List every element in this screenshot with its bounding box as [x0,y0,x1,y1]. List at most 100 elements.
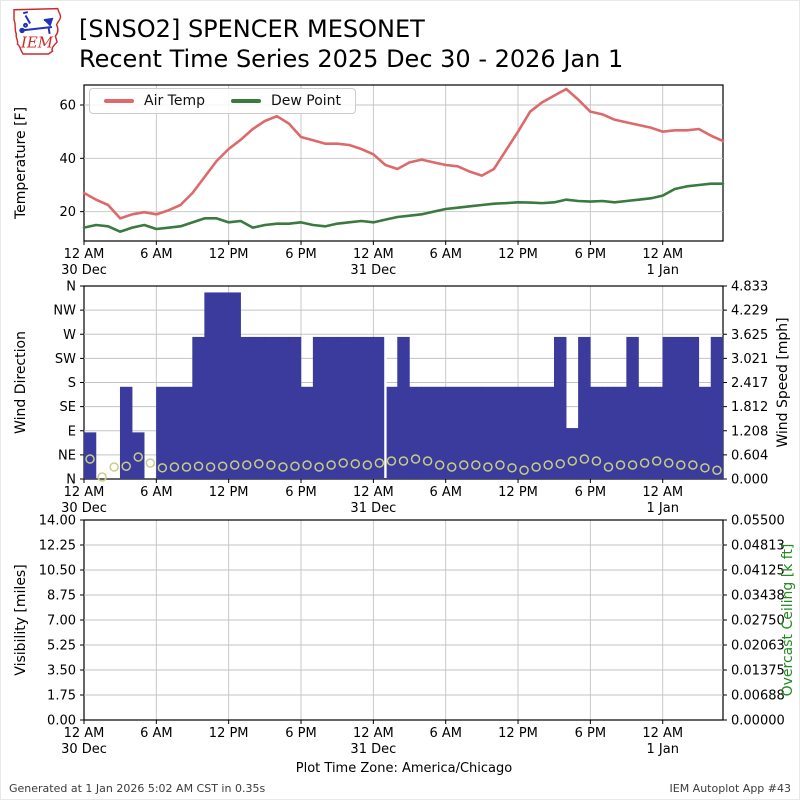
wind-speed-marker [193,461,204,471]
wind-direction-bar [264,336,278,479]
x-tick-label: 12 PM [209,247,249,262]
y-tick-label: 40 [59,152,76,167]
wind-direction-bar [240,336,253,479]
ceiling-tick-label: 0.02750 [731,614,785,629]
x-tick-label: 12 PM [498,247,538,262]
wind-speed-tick-label: 4.229 [731,304,768,319]
wind-speed-marker [350,459,361,469]
wind-speed-tick-label: 3.021 [731,352,768,367]
wind-speed-marker [205,462,216,472]
wind-direction-bar [349,336,362,479]
wind-speed-marker [555,459,565,469]
legend-label-air-temp: Air Temp [144,93,205,109]
wind-direction-bar [324,336,338,479]
plot-frame [83,84,724,242]
wind-speed-tick-label: 1.208 [731,424,768,439]
wind-speed-marker [434,460,445,470]
wind-direction-bar [710,336,724,479]
wind-direction-bar [626,336,639,479]
wind-speed-axis-label: Wind Speed [mph] [775,317,791,447]
wind-speed-marker [278,462,288,472]
visibility-tick-label: 10.50 [39,564,76,579]
app-credit: IEM Autoplot App #43 [669,782,792,795]
wind-direction-bar [132,432,145,479]
x-day-label: 31 Dec [350,742,396,757]
wind-direction-bar [445,386,458,479]
generated-timestamp: Generated at 1 Jan 2026 5:02 AM CST in 0… [9,782,266,795]
wind-direction-bar [276,336,290,479]
wind-speed-marker [531,462,541,472]
weather-vane-glyph [19,11,54,35]
wind-speed-tick-label: 4.833 [731,280,768,295]
wind-direction-bar [481,386,495,479]
x-tick-label: 12 AM [353,247,394,262]
wind-direction-bar [457,386,471,479]
legend-item-air-temp: Air Temp [104,93,205,109]
x-tick-label: 6 AM [429,247,462,262]
wind-direction-bar [662,336,675,479]
wind-direction-bar [336,336,350,479]
visibility-tick-label: 8.75 [47,589,76,604]
wind-dir-tick-label: N [66,473,76,488]
wind-dir-tick-label: SE [60,400,76,415]
wind-direction-bar [505,386,519,479]
wind-speed-marker [374,458,385,468]
wind-speed-marker [639,458,650,468]
wind-speed-marker [290,461,300,471]
wind-speed-marker [410,454,421,464]
x-tick-label: 6 PM [285,485,316,500]
wind-direction-bar [541,386,555,479]
wind-direction-axis-label: Wind Direction [13,331,29,434]
wind-speed-marker [229,460,240,470]
wind-direction-bar [156,386,169,479]
wind-speed-marker [663,458,674,468]
x-tick-label: 12 AM [64,726,105,741]
wind-speed-marker [459,460,469,470]
x-tick-label: 6 AM [140,247,173,262]
logo-text: IEM [20,34,54,52]
wind-direction-bar [433,386,446,479]
visibility-tick-label: 12.25 [39,539,76,554]
wind-direction-bar [674,336,688,479]
missing-data-gap [384,335,387,478]
wind-speed-marker [169,462,180,472]
wind-speed-marker [543,460,553,470]
ceiling-tick-label: 0.04813 [731,539,785,554]
wind-speed-marker [254,459,264,469]
wind-speed-marker [314,462,324,472]
wind-dir-tick-label: SW [55,352,76,367]
wind-speed-marker [591,456,602,466]
visibility-tick-label: 7.00 [47,614,76,629]
wind-direction-bar [252,336,266,479]
wind-direction-bar [312,336,326,479]
plot-subtitle: Recent Time Series 2025 Dec 30 - 2026 Ja… [79,45,624,73]
x-tick-label: 12 AM [64,485,105,500]
wind-direction-bar [529,386,543,479]
x-tick-label: 6 AM [140,726,173,741]
wind-direction-bar [192,336,205,479]
x-day-label: 30 Dec [61,501,107,516]
wind-dir-tick-label: NW [53,304,76,319]
wind-speed-marker [121,461,131,471]
ceiling-tick-label: 0.02063 [731,639,785,654]
wind-speed-marker [446,462,457,472]
wind-direction-bar [168,386,181,479]
wind-speed-marker [145,458,156,468]
wind-speed-tick-label: 0.000 [731,473,768,488]
wind-speed-marker [302,460,312,470]
wind-speed-marker [362,460,373,470]
legend: Air Temp Dew Point [89,88,357,114]
visibility-tick-label: 14.00 [39,514,76,529]
ceiling-tick-label: 0.00000 [731,714,785,729]
x-tick-label: 6 PM [285,247,316,262]
wind-direction-bar [180,386,193,479]
wind-speed-marker [157,463,168,473]
x-day-label: 30 Dec [61,742,107,757]
ceiling-tick-label: 0.05500 [731,514,785,529]
x-tick-label: 12 AM [64,247,105,262]
wind-direction-bar [204,292,217,479]
wind-direction-bar [397,336,410,479]
wind-direction-bar [361,336,374,479]
x-tick-label: 12 AM [642,247,683,262]
